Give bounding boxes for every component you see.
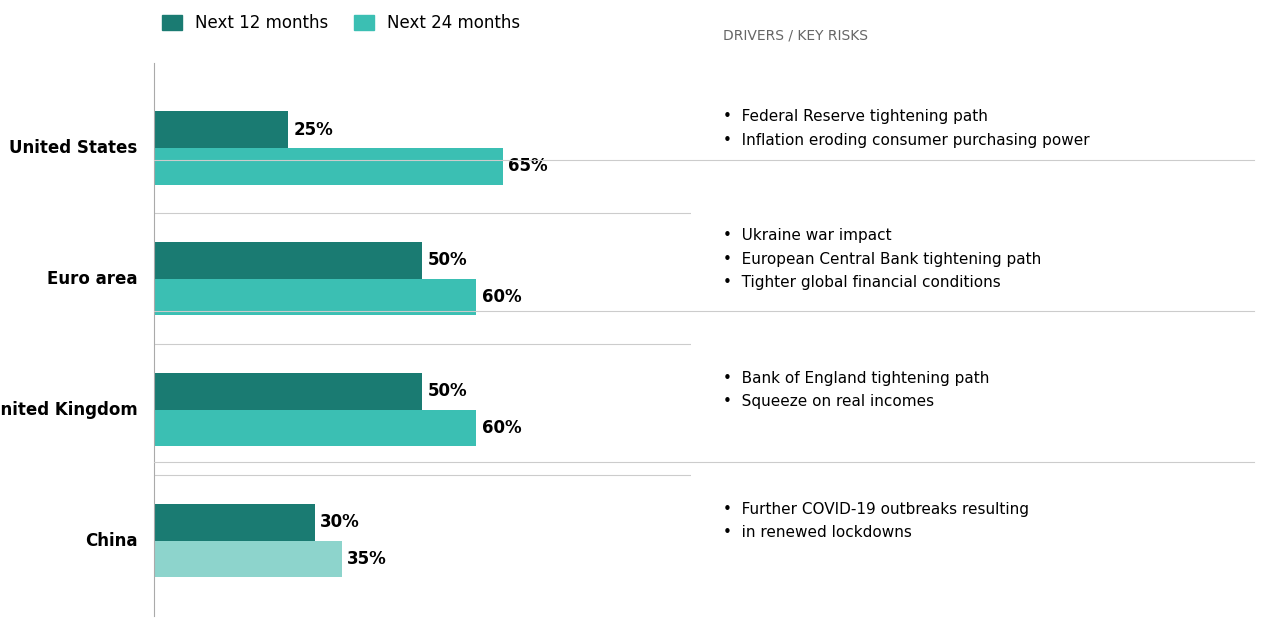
Text: 50%: 50% bbox=[428, 252, 467, 269]
Text: •  Bank of England tightening path
•  Squeeze on real incomes: • Bank of England tightening path • Sque… bbox=[723, 371, 989, 409]
Bar bbox=[154, 540, 342, 577]
Text: 35%: 35% bbox=[347, 550, 387, 568]
Bar bbox=[154, 148, 503, 184]
Text: 25%: 25% bbox=[293, 121, 333, 138]
Text: •  Ukraine war impact
•  European Central Bank tightening path
•  Tighter global: • Ukraine war impact • European Central … bbox=[723, 228, 1042, 290]
Text: •  Further COVID-19 outbreaks resulting
•  in renewed lockdowns: • Further COVID-19 outbreaks resulting •… bbox=[723, 502, 1029, 540]
Text: United Kingdom: United Kingdom bbox=[0, 401, 137, 419]
Text: Euro area: Euro area bbox=[47, 270, 137, 288]
Text: United States: United States bbox=[9, 139, 137, 157]
Bar bbox=[154, 409, 476, 447]
Bar bbox=[154, 373, 422, 409]
Text: 60%: 60% bbox=[481, 419, 521, 437]
Text: China: China bbox=[84, 532, 137, 550]
Text: 65%: 65% bbox=[508, 157, 548, 175]
Bar bbox=[154, 504, 315, 540]
Text: 30%: 30% bbox=[320, 513, 360, 532]
Bar bbox=[154, 279, 476, 316]
Text: 60%: 60% bbox=[481, 288, 521, 306]
Text: 50%: 50% bbox=[428, 382, 467, 400]
Text: DRIVERS / KEY RISKS: DRIVERS / KEY RISKS bbox=[723, 28, 868, 42]
Bar bbox=[154, 242, 422, 279]
Legend: Next 12 months, Next 24 months: Next 12 months, Next 24 months bbox=[163, 14, 520, 33]
Text: •  Federal Reserve tightening path
•  Inflation eroding consumer purchasing powe: • Federal Reserve tightening path • Infl… bbox=[723, 109, 1089, 148]
Bar bbox=[154, 111, 288, 148]
